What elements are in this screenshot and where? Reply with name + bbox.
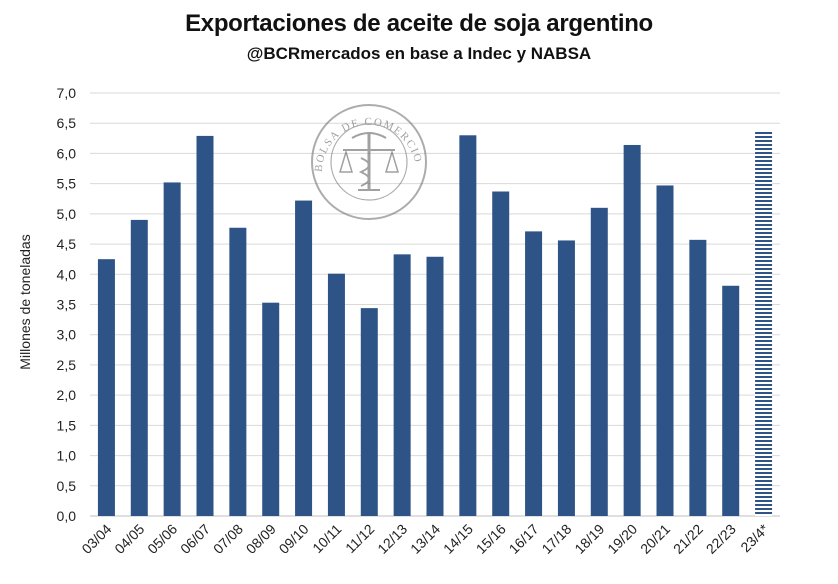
x-tick-label: 12/13 <box>374 521 410 557</box>
x-tick-label: 14/15 <box>440 521 476 557</box>
x-tick-label: 03/04 <box>78 521 114 557</box>
y-axis-title: Millones de toneladas <box>17 234 33 369</box>
x-tick-label: 22/23 <box>703 521 739 557</box>
x-tick-label: 17/18 <box>538 521 574 557</box>
bar <box>393 254 411 516</box>
chart-subtitle: @BCRmercados en base a Indec y NABSA <box>246 44 592 63</box>
bar <box>163 182 181 517</box>
y-tick-label: 1,5 <box>57 417 77 433</box>
y-tick-label: 4,5 <box>57 236 77 252</box>
y-tick-label: 3,0 <box>57 327 77 343</box>
x-tick-label: 16/17 <box>506 521 542 557</box>
x-tick-label: 23/4* <box>737 520 772 555</box>
bar <box>262 302 280 516</box>
y-tick-label: 4,0 <box>57 266 77 282</box>
y-tick-label: 3,5 <box>57 297 77 313</box>
y-tick-label: 7,0 <box>57 85 77 101</box>
y-tick-label: 2,0 <box>57 387 77 403</box>
x-tick-label: 11/12 <box>342 521 378 557</box>
x-tick-label: 09/10 <box>276 521 312 557</box>
x-tick-label: 10/11 <box>309 521 345 557</box>
bar <box>492 191 510 516</box>
bar <box>525 231 543 517</box>
chart-title: Exportaciones de aceite de soja argentin… <box>185 10 653 37</box>
bar <box>295 200 313 516</box>
bar <box>196 135 214 516</box>
x-tick-label: 07/08 <box>210 521 246 557</box>
bars <box>97 131 773 517</box>
x-tick-label: 19/20 <box>604 521 640 557</box>
x-tick-label: 21/22 <box>670 521 706 557</box>
bar <box>590 207 608 517</box>
x-tick-label: 05/06 <box>144 521 180 557</box>
bar <box>689 239 707 516</box>
bar-projected <box>755 131 773 516</box>
bar <box>327 273 345 516</box>
y-tick-label: 2,5 <box>57 357 77 373</box>
x-tick-label: 15/16 <box>473 521 509 557</box>
bar <box>130 219 148 516</box>
bar <box>623 144 641 516</box>
bar <box>459 135 477 517</box>
y-tick-label: 6,5 <box>57 115 77 131</box>
x-tick-label: 13/14 <box>407 521 443 557</box>
x-tick-label: 08/09 <box>243 521 279 557</box>
y-tick-label: 5,5 <box>57 176 77 192</box>
bar <box>722 285 740 516</box>
x-tick-label: 06/07 <box>177 521 213 557</box>
bar <box>656 185 674 516</box>
y-tick-label: 6,0 <box>57 145 77 161</box>
bar <box>229 227 247 516</box>
y-tick-label: 1,0 <box>57 448 77 464</box>
y-tick-label: 5,0 <box>57 206 77 222</box>
y-tick-label: 0,5 <box>57 478 77 494</box>
x-tick-labels: 03/0404/0505/0606/0707/0808/0909/1010/11… <box>78 520 772 556</box>
bar <box>557 240 575 516</box>
x-tick-label: 04/05 <box>111 521 147 557</box>
y-tick-label: 0,0 <box>57 508 77 524</box>
bar <box>97 259 115 516</box>
y-tick-labels: 0,0 0,5 1,0 1,5 2,0 2,5 3,0 3,5 4,0 4,5 5,0 5,5 6,0 6… <box>57 85 77 524</box>
bar <box>360 308 378 516</box>
x-tick-label: 18/19 <box>571 521 607 557</box>
bar <box>426 256 444 516</box>
x-tick-label: 20/21 <box>637 521 673 557</box>
